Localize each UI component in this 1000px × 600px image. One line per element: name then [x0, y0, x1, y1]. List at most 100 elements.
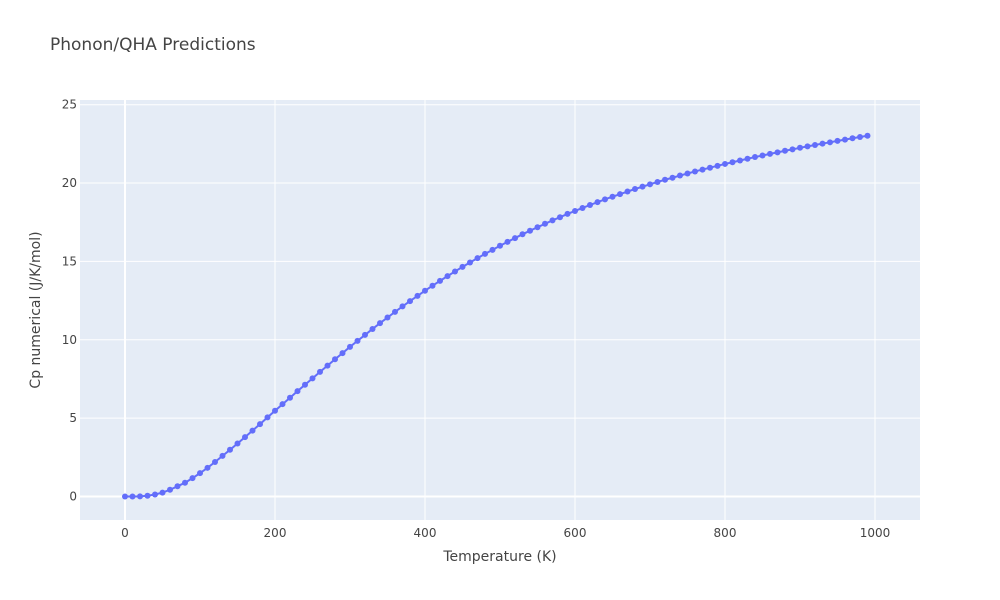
- data-point[interactable]: [204, 464, 211, 471]
- data-point[interactable]: [444, 273, 451, 280]
- data-point[interactable]: [639, 183, 646, 190]
- data-point[interactable]: [347, 343, 353, 350]
- data-point[interactable]: [744, 155, 751, 162]
- data-point[interactable]: [317, 368, 323, 375]
- data-point[interactable]: [654, 178, 661, 185]
- data-point[interactable]: [324, 362, 331, 369]
- data-point[interactable]: [767, 150, 773, 157]
- data-point[interactable]: [384, 314, 391, 321]
- data-point[interactable]: [332, 356, 338, 363]
- data-point[interactable]: [467, 259, 473, 266]
- data-point[interactable]: [257, 421, 263, 428]
- data-point[interactable]: [474, 255, 481, 262]
- data-point[interactable]: [279, 401, 286, 408]
- data-point[interactable]: [714, 162, 721, 169]
- data-point[interactable]: [227, 446, 233, 453]
- data-point[interactable]: [264, 414, 271, 421]
- data-point[interactable]: [804, 143, 811, 150]
- data-point[interactable]: [302, 381, 308, 388]
- data-point[interactable]: [377, 320, 383, 327]
- data-point[interactable]: [669, 174, 676, 181]
- data-point[interactable]: [159, 489, 166, 496]
- data-point[interactable]: [587, 202, 593, 208]
- data-point[interactable]: [399, 303, 406, 310]
- data-point[interactable]: [197, 470, 203, 477]
- data-point[interactable]: [422, 287, 428, 294]
- data-point[interactable]: [827, 139, 833, 146]
- data-point[interactable]: [692, 168, 698, 175]
- data-point[interactable]: [144, 492, 151, 499]
- data-point[interactable]: [542, 220, 548, 227]
- data-point[interactable]: [609, 193, 616, 200]
- data-point[interactable]: [137, 493, 143, 500]
- data-point[interactable]: [759, 152, 766, 159]
- data-point[interactable]: [369, 325, 376, 332]
- data-point[interactable]: [212, 459, 218, 466]
- data-point[interactable]: [632, 186, 638, 193]
- data-point[interactable]: [707, 164, 713, 171]
- data-point[interactable]: [174, 483, 181, 490]
- data-point[interactable]: [354, 337, 361, 344]
- data-point[interactable]: [362, 331, 368, 338]
- data-point[interactable]: [864, 132, 871, 139]
- data-point[interactable]: [662, 176, 668, 183]
- data-point[interactable]: [287, 394, 293, 401]
- data-point[interactable]: [729, 159, 736, 166]
- data-point[interactable]: [249, 427, 256, 434]
- data-point[interactable]: [572, 207, 578, 214]
- data-point[interactable]: [557, 214, 563, 221]
- data-point[interactable]: [579, 204, 586, 211]
- data-point[interactable]: [774, 149, 781, 156]
- data-point[interactable]: [699, 166, 706, 173]
- data-point[interactable]: [789, 146, 796, 153]
- data-point[interactable]: [857, 133, 863, 140]
- data-point[interactable]: [504, 238, 511, 245]
- data-point[interactable]: [459, 263, 466, 270]
- data-point[interactable]: [234, 440, 241, 447]
- data-point[interactable]: [842, 136, 848, 143]
- data-point[interactable]: [407, 298, 413, 305]
- data-point[interactable]: [534, 224, 541, 231]
- data-point[interactable]: [242, 434, 248, 441]
- data-point[interactable]: [392, 308, 398, 315]
- data-point[interactable]: [167, 486, 173, 493]
- data-point[interactable]: [737, 157, 743, 164]
- data-point[interactable]: [482, 250, 488, 257]
- data-point[interactable]: [219, 452, 226, 459]
- data-point[interactable]: [594, 199, 601, 206]
- data-point[interactable]: [309, 375, 316, 382]
- data-point[interactable]: [339, 350, 346, 357]
- data-point[interactable]: [647, 181, 653, 188]
- data-point[interactable]: [602, 196, 608, 203]
- data-point[interactable]: [677, 172, 683, 179]
- data-point[interactable]: [797, 144, 803, 151]
- data-point[interactable]: [812, 141, 818, 148]
- data-point[interactable]: [564, 210, 571, 217]
- data-point[interactable]: [489, 246, 496, 253]
- data-point[interactable]: [429, 282, 436, 289]
- data-point[interactable]: [122, 493, 128, 500]
- data-point[interactable]: [684, 170, 691, 177]
- data-point[interactable]: [722, 160, 728, 167]
- data-point[interactable]: [152, 491, 158, 498]
- data-point[interactable]: [519, 231, 526, 238]
- data-point[interactable]: [414, 292, 421, 299]
- data-point[interactable]: [129, 493, 136, 500]
- data-point[interactable]: [294, 388, 301, 395]
- data-point[interactable]: [497, 242, 503, 249]
- data-point[interactable]: [849, 135, 856, 142]
- data-point[interactable]: [819, 140, 826, 147]
- data-point[interactable]: [272, 407, 278, 414]
- data-point[interactable]: [182, 479, 188, 486]
- data-point[interactable]: [452, 268, 458, 275]
- data-point[interactable]: [834, 137, 841, 144]
- data-point[interactable]: [512, 235, 518, 242]
- data-point[interactable]: [617, 191, 623, 198]
- data-point[interactable]: [752, 154, 758, 161]
- data-point[interactable]: [437, 277, 443, 284]
- data-point[interactable]: [782, 147, 788, 154]
- data-point[interactable]: [624, 188, 631, 195]
- data-point[interactable]: [527, 227, 533, 234]
- data-point[interactable]: [549, 217, 556, 224]
- data-point[interactable]: [189, 475, 196, 482]
